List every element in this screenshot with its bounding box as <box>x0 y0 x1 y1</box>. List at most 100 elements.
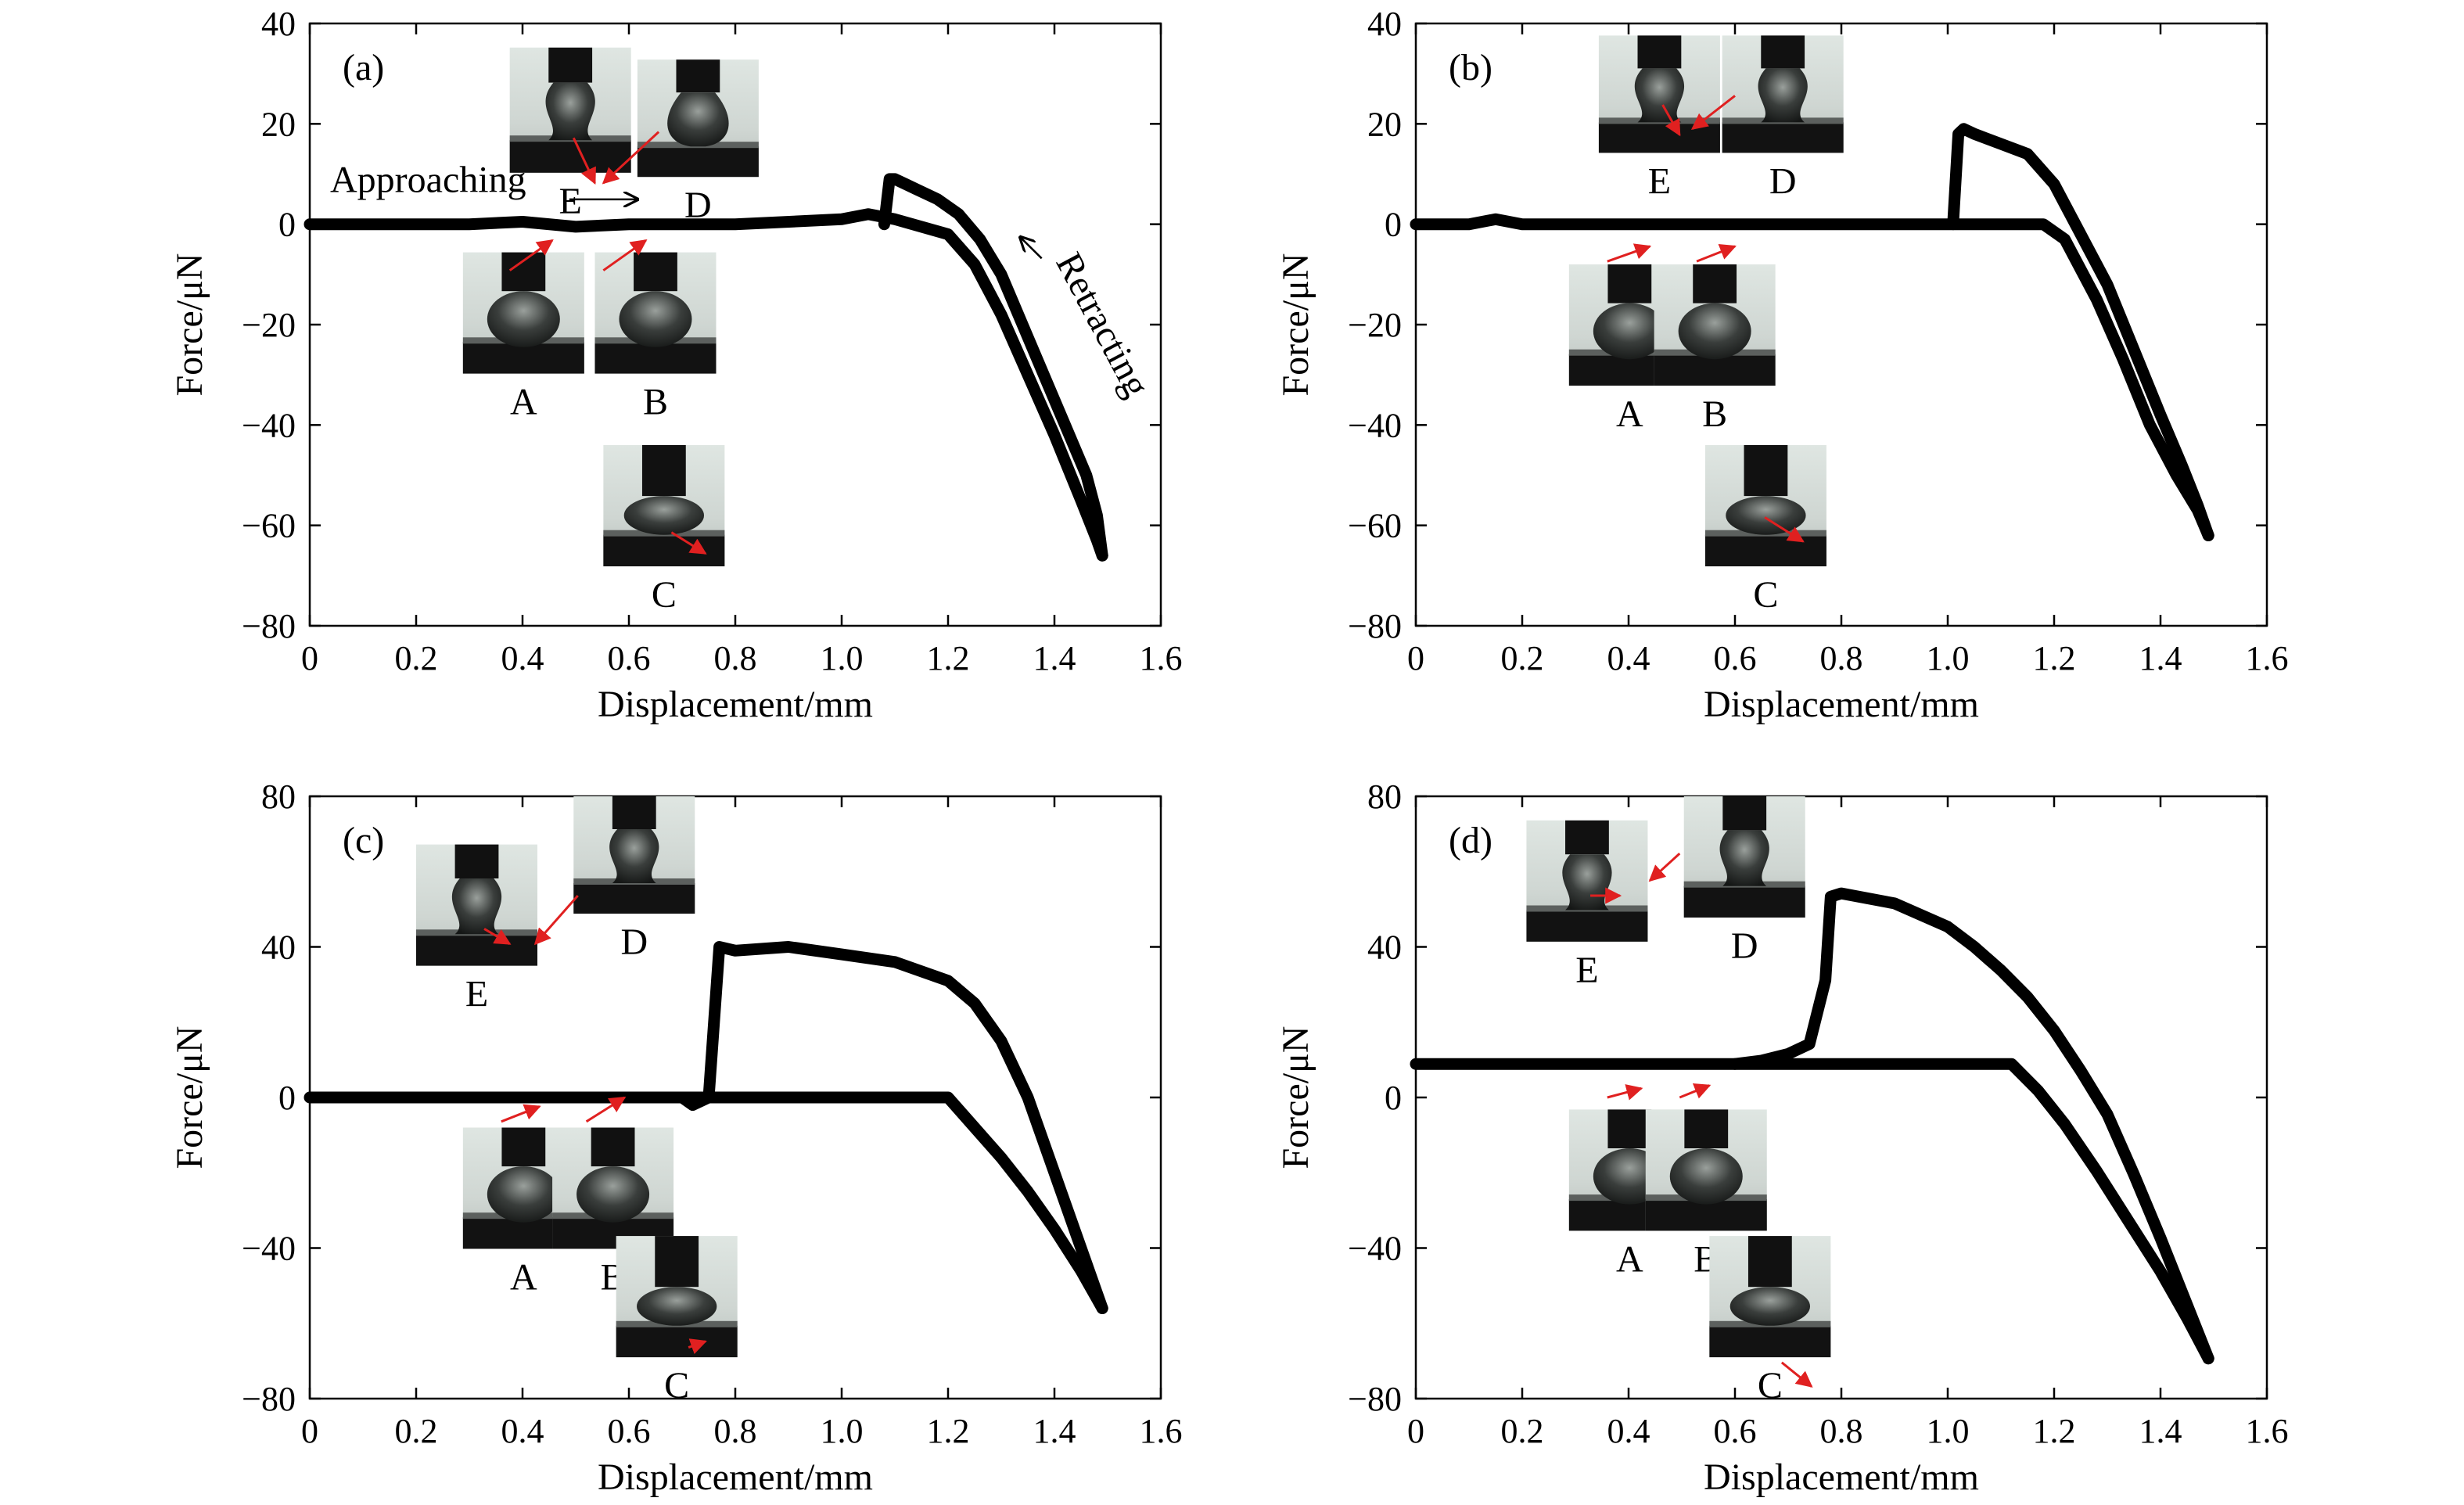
y-tick-label: 0 <box>1385 1079 1402 1117</box>
x-tick-label: 0 <box>1407 639 1424 677</box>
red-arrow <box>688 1338 707 1355</box>
y-tick-label: 20 <box>261 105 296 143</box>
red-arrow <box>1690 95 1736 131</box>
substrate <box>1704 534 1826 566</box>
substrate <box>616 1325 738 1358</box>
inset-photo-E <box>509 47 631 173</box>
red-arrow <box>501 1104 541 1123</box>
y-tick-label: 0 <box>1385 206 1402 244</box>
photo-label-D: D <box>620 921 648 963</box>
liquid-bridge <box>1758 68 1808 123</box>
liquid-bridge <box>545 82 595 141</box>
liquid-bridge <box>609 829 659 883</box>
series-line-2 <box>878 173 1108 562</box>
red-arrow <box>585 1096 627 1123</box>
y-tick-label: 40 <box>1367 929 1402 967</box>
x-tick-label: 0.4 <box>501 1412 544 1450</box>
substrate <box>573 883 695 914</box>
y-tick-label: −80 <box>242 607 296 645</box>
y-tick-label: −80 <box>1348 1380 1402 1418</box>
x-tick-label: 1.4 <box>1033 1412 1076 1450</box>
red-arrow <box>1648 853 1681 882</box>
inset-photo-D <box>573 796 695 914</box>
droplet <box>637 1287 717 1326</box>
red-arrow <box>508 239 554 271</box>
probe <box>641 445 686 497</box>
droplet <box>1678 303 1751 360</box>
liquid-bridge <box>1634 68 1685 123</box>
substrate <box>1722 122 1844 153</box>
series-line-2 <box>676 941 1108 1314</box>
y-axis-label: Force/μN <box>169 253 210 396</box>
liquid-bridge <box>1562 854 1612 911</box>
liquid-bridge <box>667 92 729 147</box>
droplet <box>623 496 705 535</box>
liquid-bridge <box>1719 830 1769 886</box>
x-tick-label: 1.0 <box>821 639 864 677</box>
probe <box>1607 1109 1652 1148</box>
x-tick-label: 1.4 <box>1033 639 1076 677</box>
probe <box>501 252 546 292</box>
x-tick-label: 0.6 <box>1714 1412 1757 1450</box>
y-tick-label: 80 <box>1367 778 1402 816</box>
x-tick-label: 0 <box>1407 1412 1424 1450</box>
photo-label-C: C <box>1758 1365 1783 1406</box>
red-arrow <box>670 531 707 555</box>
probe <box>454 844 499 878</box>
photo-label-C: C <box>652 574 677 616</box>
inset-photo-D <box>1722 35 1844 153</box>
red-arrow <box>602 239 648 271</box>
droplet <box>1593 303 1666 360</box>
substrate <box>1645 1199 1767 1231</box>
chart-panel-d: 0 0.2 0.4 0.6 0.8 1.0 1.2 1.4 1.6 80 40 0 −40 −80 Disp… <box>1275 778 2289 1498</box>
chart-panel-c: 0 0.2 0.4 0.6 0.8 1.0 1.2 1.4 1.6 80 40 0 −40 −80 Disp… <box>169 778 1183 1498</box>
x-tick-label: 1.2 <box>2033 1412 2076 1450</box>
x-tick-label: 1.0 <box>1927 639 1970 677</box>
inset-photo-B <box>1654 264 1776 386</box>
photo-label-E: E <box>1575 950 1598 991</box>
droplet <box>1726 496 1806 535</box>
y-tick-label: 20 <box>1367 105 1402 143</box>
photo-label-D: D <box>684 185 712 226</box>
x-tick-label: 0 <box>301 639 318 677</box>
panel-label: (c) <box>343 820 384 861</box>
x-axis-label: Displacement/mm <box>1704 1457 1979 1498</box>
probe <box>1744 445 1788 497</box>
x-tick-label: 1.4 <box>2139 639 2182 677</box>
x-tick-label: 1.6 <box>2246 1412 2289 1450</box>
y-tick-label: −80 <box>1348 607 1402 645</box>
inset-photo-D <box>637 59 759 178</box>
x-tick-label: 0.6 <box>608 639 651 677</box>
x-axis-label: Displacement/mm <box>598 1457 873 1498</box>
red-arrow <box>1607 1084 1643 1101</box>
probe <box>1747 1236 1792 1288</box>
photo-label-B: B <box>1702 393 1727 435</box>
droplet <box>487 1166 560 1223</box>
photo-label-C: C <box>664 1365 689 1406</box>
x-tick-label: 0.6 <box>608 1412 651 1450</box>
y-tick-label: 80 <box>261 778 296 816</box>
inset-photo-E <box>1598 35 1720 153</box>
x-tick-label: 1.6 <box>1140 639 1183 677</box>
red-arrow <box>1780 1361 1813 1388</box>
retracting-arrow <box>1020 237 1043 260</box>
photo-label-A: A <box>1616 393 1643 435</box>
y-tick-label: 40 <box>261 5 296 43</box>
photo-label-E: E <box>465 974 488 1015</box>
red-arrow <box>1679 1083 1712 1099</box>
x-axis-label: Displacement/mm <box>598 684 873 725</box>
probe <box>655 1236 699 1288</box>
series-line-1 <box>1410 1058 2214 1365</box>
chart-panel-a: 0 0.2 0.4 0.6 0.8 1.0 1.2 1.4 1.6 40 20 0 −20 −40 −60 −… <box>169 5 1183 725</box>
probe <box>1637 35 1682 69</box>
inset-photo-B <box>552 1127 674 1249</box>
probe <box>612 796 656 829</box>
probe <box>591 1127 635 1167</box>
inset-photo-C <box>1704 445 1826 566</box>
probe <box>676 59 720 93</box>
droplet <box>619 291 692 347</box>
inset-photo-C <box>1709 1236 1831 1358</box>
red-arrow <box>533 895 579 946</box>
x-tick-label: 0.4 <box>1607 639 1650 677</box>
